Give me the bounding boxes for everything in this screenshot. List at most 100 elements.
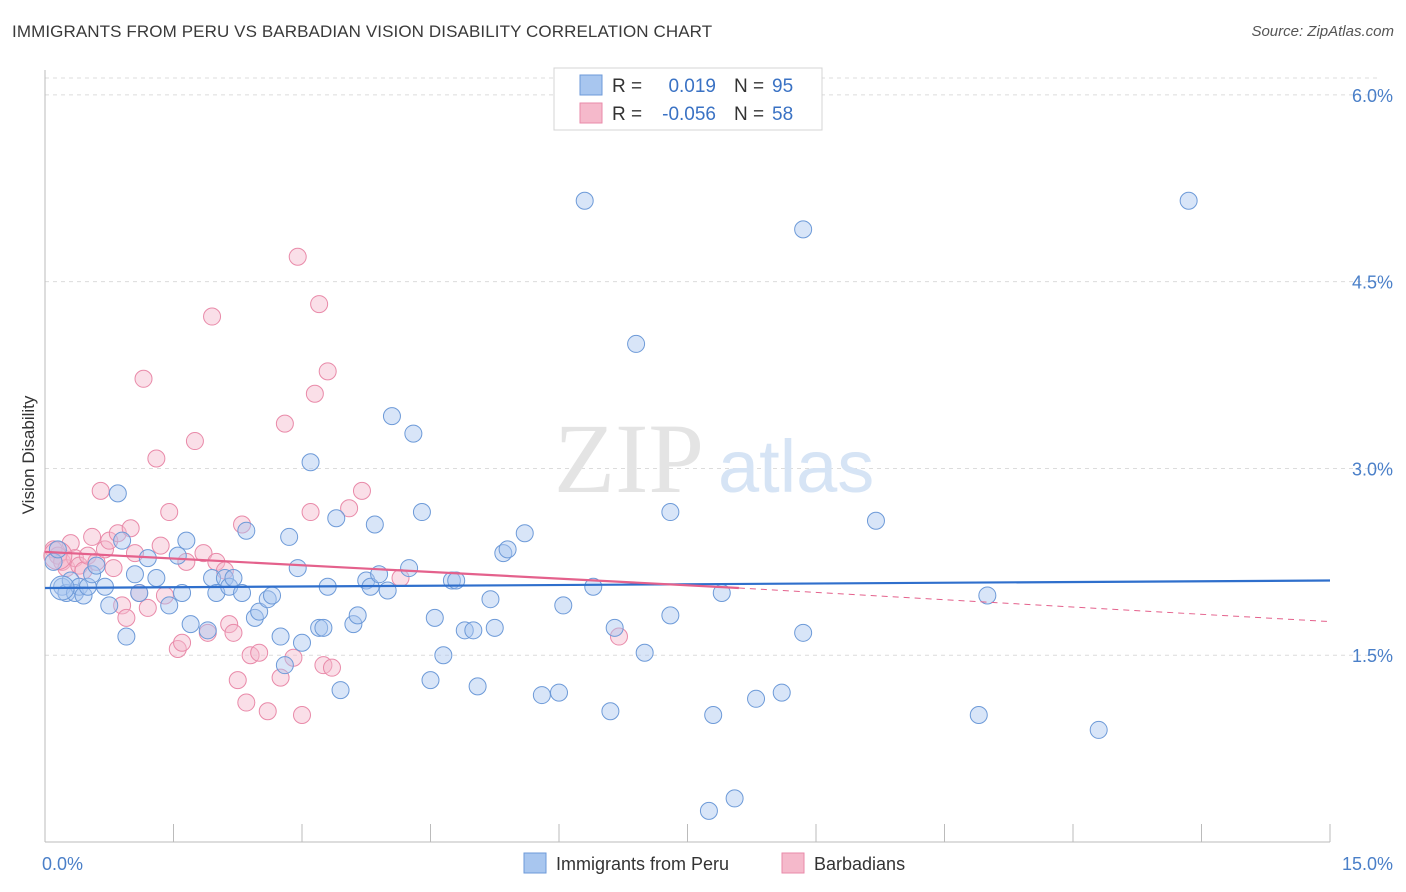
peru-point (969, 705, 988, 724)
peru-point (1089, 720, 1108, 739)
peru-point (412, 503, 431, 522)
barbadians-point (224, 623, 243, 642)
legend-r-label-2: R = (612, 104, 642, 125)
peru-point (794, 220, 813, 239)
peru-point (550, 683, 568, 702)
barbadians-point (117, 608, 136, 627)
peru-point (100, 596, 119, 615)
y-axis-label: Vision Disability (19, 395, 38, 514)
peru-point (661, 503, 680, 522)
peru-point (113, 531, 132, 550)
peru-point (584, 577, 603, 596)
peru-point (198, 621, 217, 640)
barbadians-point (288, 247, 307, 266)
peru-point (515, 524, 534, 543)
peru-point (177, 531, 196, 550)
barbadians-point (194, 544, 213, 563)
x-tick-label-1: 15.0% (1342, 854, 1393, 874)
watermark-atlas: atlas (718, 425, 874, 508)
peru-point (280, 527, 299, 546)
barbadians-point (95, 540, 114, 559)
barbadians-point (147, 449, 166, 468)
legend-n-label-2: N = (734, 104, 764, 125)
barbadians-point (340, 499, 359, 518)
barbadians-trend-extension (738, 587, 1331, 623)
peru-point (160, 596, 179, 615)
barbadians-point (305, 384, 324, 403)
peru-point (575, 191, 594, 210)
barbadians-point (293, 705, 311, 724)
peru-point (400, 559, 419, 578)
y-tick-label-2: 4.5% (1352, 273, 1393, 293)
peru-point (288, 559, 307, 578)
grid-lines (45, 77, 1380, 656)
peru-point (498, 540, 517, 559)
legend-swatch-blue (579, 74, 603, 96)
barbadians-point (322, 658, 341, 677)
peru-point (125, 565, 144, 584)
peru-point (725, 789, 744, 808)
barbadians-trend-line (44, 550, 739, 590)
peru-point (699, 801, 718, 820)
legend-n-label-1: N = (734, 76, 764, 97)
barbadians-point (310, 295, 329, 314)
peru-point (237, 521, 256, 540)
bottom-legend-swatch-peru (523, 852, 547, 874)
peru-point (866, 511, 885, 530)
peru-point (233, 583, 252, 602)
barbadians-point (609, 627, 628, 646)
peru-point (310, 618, 329, 637)
barbadians-point (173, 633, 192, 652)
peru-point (635, 643, 654, 662)
barbadians-point (318, 362, 337, 381)
peru-point (404, 424, 423, 443)
peru-point (772, 683, 791, 702)
axes (44, 70, 1331, 843)
trend-lines (44, 550, 1331, 623)
legend-n-value-2: 58 (772, 104, 793, 125)
peru-point (130, 583, 149, 602)
bottom-legend-label-barbadians: Barbadians (814, 854, 905, 874)
peru-point (301, 453, 320, 472)
x-tick-label-0: 0.0% (42, 854, 83, 874)
peru-point (1179, 191, 1198, 210)
barbadians-point (104, 559, 123, 578)
peru-point (434, 646, 453, 665)
bottom-legend: Immigrants from Peru Barbadians (523, 852, 905, 874)
barbadians-point (134, 369, 153, 388)
barbadians-points (43, 247, 628, 724)
peru-point (275, 656, 294, 675)
peru-point (532, 686, 551, 705)
peru-point (314, 618, 333, 637)
bottom-legend-label-peru: Immigrants from Peru (556, 854, 729, 874)
peru-point (627, 334, 646, 353)
peru-point (794, 623, 813, 642)
barbadians-point (275, 414, 294, 433)
peru-point (331, 681, 350, 700)
barbadians-point (250, 643, 269, 662)
barbadians-point (258, 702, 277, 721)
peru-point (464, 621, 483, 640)
barbadians-point (91, 481, 110, 500)
legend-swatch-pink (579, 102, 603, 124)
barbadians-point (185, 432, 204, 451)
peru-point (382, 407, 401, 426)
peru-point (293, 633, 311, 652)
peru-point (87, 556, 106, 575)
barbadians-point (352, 481, 371, 500)
peru-point (48, 540, 67, 559)
chart-title: IMMIGRANTS FROM PERU VS BARBADIAN VISION… (12, 22, 713, 41)
peru-point (378, 581, 397, 600)
watermark-zip: ZIP (554, 403, 704, 514)
peru-point (263, 586, 282, 605)
peru-point (117, 627, 136, 646)
barbadians-point (151, 536, 170, 555)
legend-r-value-2: -0.056 (662, 104, 716, 125)
peru-point (605, 618, 624, 637)
barbadians-point (121, 519, 140, 538)
peru-point (704, 705, 723, 724)
peru-point (365, 515, 384, 534)
peru-point (83, 565, 102, 584)
peru-point (271, 627, 290, 646)
